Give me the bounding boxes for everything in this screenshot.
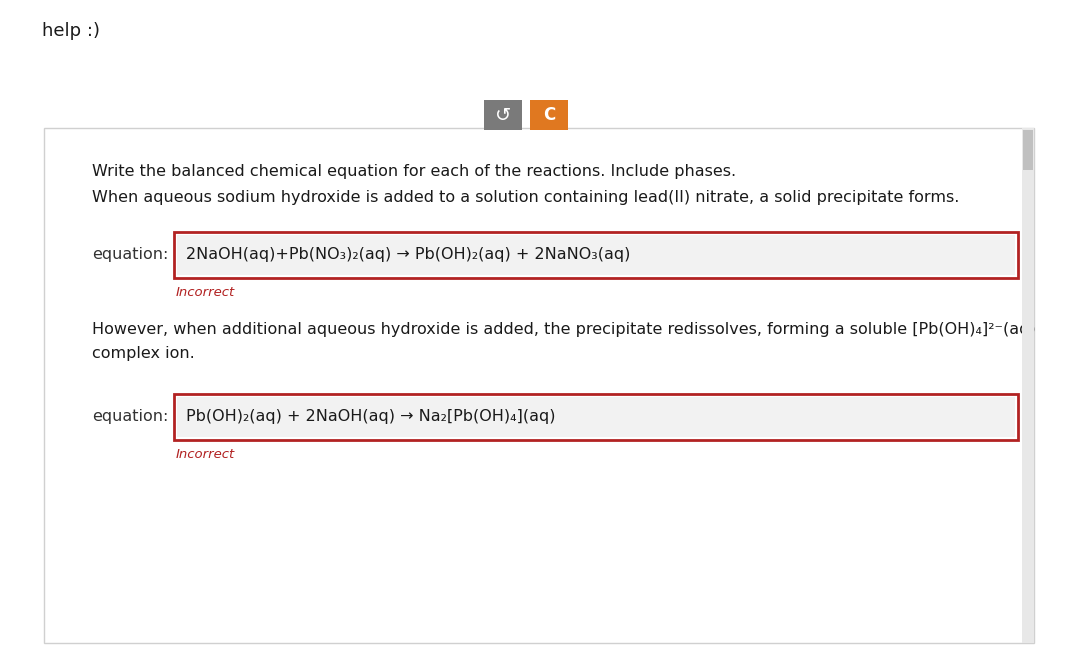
Text: C: C	[543, 106, 555, 124]
Bar	[484, 100, 522, 130]
Text: equation:: equation:	[92, 409, 168, 424]
Text: However, when additional aqueous hydroxide is added, the precipitate redissolves: However, when additional aqueous hydroxi…	[92, 322, 1036, 337]
Text: Incorrect: Incorrect	[176, 448, 235, 461]
Text: help :): help :)	[42, 22, 100, 40]
Text: Incorrect: Incorrect	[176, 286, 235, 299]
Text: Write the balanced chemical equation for each of the reactions. Include phases.: Write the balanced chemical equation for…	[92, 164, 737, 179]
Bar	[177, 397, 1015, 437]
Text: Pb(OH)₂(aq) + 2NaOH(aq) → Na₂[Pb(OH)₄](aq): Pb(OH)₂(aq) + 2NaOH(aq) → Na₂[Pb(OH)₄](a…	[186, 409, 555, 424]
Bar	[1022, 128, 1034, 643]
Bar	[177, 235, 1015, 275]
Text: complex ion.: complex ion.	[92, 346, 194, 361]
Text: When aqueous sodium hydroxide is added to a solution containing lead(II) nitrate: When aqueous sodium hydroxide is added t…	[92, 190, 959, 205]
Text: ↺: ↺	[495, 106, 511, 124]
Bar	[174, 232, 1018, 278]
Bar	[44, 128, 1034, 643]
Bar	[174, 394, 1018, 440]
Text: 2NaOH(aq)+Pb(NO₃)₂(aq) → Pb(OH)₂(aq) + 2NaNO₃(aq): 2NaOH(aq)+Pb(NO₃)₂(aq) → Pb(OH)₂(aq) + 2…	[186, 248, 631, 263]
Bar	[530, 100, 568, 130]
Bar	[1023, 130, 1032, 170]
Text: equation:: equation:	[92, 248, 168, 263]
